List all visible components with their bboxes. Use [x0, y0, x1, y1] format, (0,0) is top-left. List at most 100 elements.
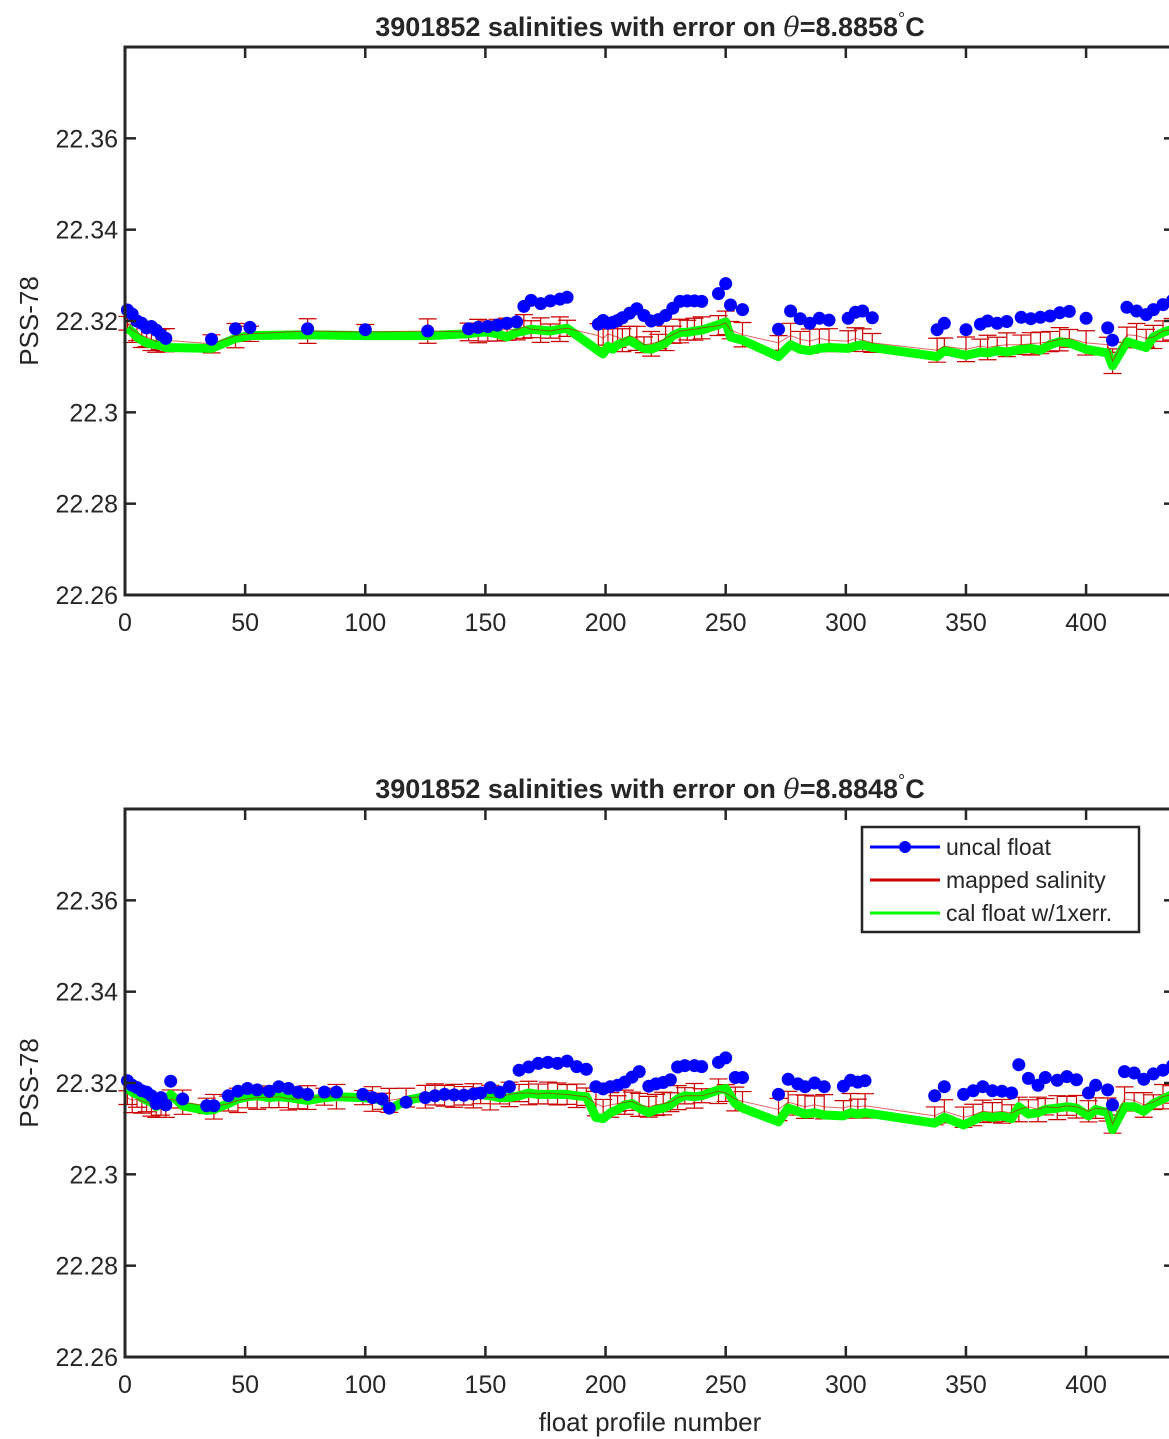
- x-tick-label: 200: [585, 1371, 627, 1399]
- bottom-x-axis-ticks: 0 50 100 150 200 250 300 350 400: [118, 809, 1107, 1399]
- x-tick-label: 100: [344, 609, 386, 637]
- uncal-float-point: [1089, 1078, 1103, 1092]
- uncal-float-point: [1166, 1060, 1169, 1072]
- y-tick-label: 22.26: [55, 582, 118, 610]
- uncal-float-point: [164, 1074, 178, 1088]
- uncal-float-point: [481, 320, 495, 333]
- y-tick-label: 22.34: [55, 979, 118, 1007]
- uncal-float-point: [724, 298, 737, 312]
- uncal-float-point: [1127, 1066, 1141, 1080]
- uncal-float-point: [418, 1091, 432, 1105]
- uncal-float-point: [428, 1089, 442, 1103]
- mapped-salinity-errorbar: [1163, 1085, 1169, 1104]
- uncal-float-point: [159, 1098, 173, 1112]
- x-tick-label: 400: [1065, 1371, 1107, 1399]
- uncal-float-point: [1118, 1065, 1131, 1079]
- legend-cal-float-label: cal float w/1xerr.: [946, 900, 1112, 926]
- uncal-float-point: [205, 332, 218, 346]
- mapped-salinity-errorbar: [1163, 317, 1169, 341]
- uncal-float-point: [784, 304, 798, 318]
- uncal-float-point: [531, 1056, 545, 1070]
- uncal-float-point: [858, 1074, 872, 1088]
- uncal-float-point: [421, 324, 435, 338]
- uncal-float-point: [1156, 298, 1169, 312]
- uncal-float-point: [382, 1101, 396, 1115]
- uncal-float-point: [301, 1087, 315, 1101]
- uncal-float-point: [1166, 294, 1169, 306]
- uncal-float-point: [817, 1080, 831, 1094]
- uncal-float-point: [985, 1084, 999, 1098]
- x-tick-label: 150: [465, 609, 507, 637]
- bottom-uncal-float-series: [120, 1051, 1169, 1115]
- uncal-float-point: [959, 323, 973, 337]
- top-chart-panel: 3901852 salinities with error on θ=8.885…: [14, 9, 1169, 637]
- uncal-float-point: [241, 1082, 254, 1095]
- uncal-float-point: [272, 1080, 286, 1094]
- top-cal-float-series: [124, 317, 1169, 371]
- uncal-float-point: [447, 1088, 461, 1102]
- y-tick-label: 22.34: [55, 217, 118, 245]
- uncal-float-point: [560, 1054, 574, 1068]
- uncal-float-point: [695, 1060, 709, 1074]
- uncal-float-point: [462, 322, 476, 336]
- x-tick-label: 250: [705, 609, 747, 637]
- uncal-float-point: [937, 1080, 951, 1094]
- uncal-float-point: [928, 1089, 942, 1103]
- uncal-float-point: [229, 322, 242, 336]
- x-tick-label: 100: [344, 1371, 386, 1399]
- x-tick-label: 150: [465, 1371, 507, 1399]
- legend-entry-cal-float: cal float w/1xerr.: [870, 900, 1112, 926]
- uncal-float-point: [490, 318, 504, 332]
- y-tick-label: 22.36: [55, 887, 118, 915]
- x-tick-label: 0: [118, 609, 132, 637]
- uncal-float-point: [1101, 1083, 1115, 1097]
- uncal-float-point: [207, 1099, 221, 1113]
- uncal-float-point: [1146, 303, 1160, 317]
- uncal-float-point: [358, 323, 372, 337]
- uncal-float-point: [937, 316, 951, 330]
- top-chart-title: 3901852 salinities with error on θ=8.885…: [375, 9, 925, 43]
- y-tick-label: 22.28: [55, 1253, 118, 1281]
- uncal-float-point: [510, 315, 524, 329]
- uncal-float-point: [457, 1088, 471, 1102]
- uncal-float-point: [474, 1086, 488, 1100]
- top-uncal-float-series: [120, 277, 1169, 347]
- uncal-float-point: [1137, 1072, 1151, 1086]
- uncal-float-point: [995, 1084, 1009, 1098]
- uncal-float-point: [812, 311, 826, 325]
- legend-mapped-salinity-label: mapped salinity: [946, 867, 1106, 893]
- uncal-float-point: [1000, 315, 1014, 328]
- uncal-float-point: [375, 1092, 389, 1106]
- uncal-float-point: [772, 322, 785, 336]
- uncal-float-point: [1021, 1071, 1035, 1085]
- uncal-float-point: [822, 313, 836, 327]
- uncal-float-point: [438, 1087, 452, 1101]
- uncal-float-point: [579, 1062, 593, 1076]
- uncal-float-point: [1014, 310, 1028, 324]
- uncal-float-point: [719, 1051, 733, 1065]
- uncal-float-point: [1106, 1098, 1119, 1112]
- legend: uncal float mapped salinity cal float w/…: [860, 825, 1141, 934]
- uncal-float-point: [1062, 304, 1076, 318]
- y-tick-label: 22.3: [69, 399, 118, 427]
- x-tick-label: 350: [945, 1371, 987, 1399]
- y-tick-label: 22.32: [55, 1070, 118, 1098]
- uncal-float-point: [1005, 1086, 1019, 1100]
- cal-float-line: [124, 1084, 1169, 1135]
- uncal-float-point: [1012, 1058, 1026, 1072]
- x-tick-label: 200: [585, 609, 627, 637]
- uncal-float-point: [736, 1071, 749, 1084]
- uncal-float-point: [663, 1073, 677, 1087]
- bottom-y-axis-label: PSS-78: [14, 1038, 44, 1128]
- uncal-float-point: [500, 316, 514, 330]
- bottom-chart-panel: 3901852 salinities with error on θ=8.884…: [14, 771, 1169, 1437]
- x-tick-label: 400: [1065, 609, 1107, 637]
- uncal-float-point: [399, 1095, 413, 1109]
- uncal-float-point: [719, 277, 733, 291]
- y-tick-label: 22.26: [55, 1344, 118, 1372]
- uncal-float-point: [772, 1087, 785, 1101]
- y-tick-label: 22.3: [69, 1161, 118, 1189]
- top-y-axis-ticks: 22.26 22.28 22.3 22.32 22.34 22.36: [55, 125, 1169, 610]
- bottom-y-axis-ticks: 22.26 22.28 22.3 22.32 22.34 22.36: [55, 887, 1169, 1372]
